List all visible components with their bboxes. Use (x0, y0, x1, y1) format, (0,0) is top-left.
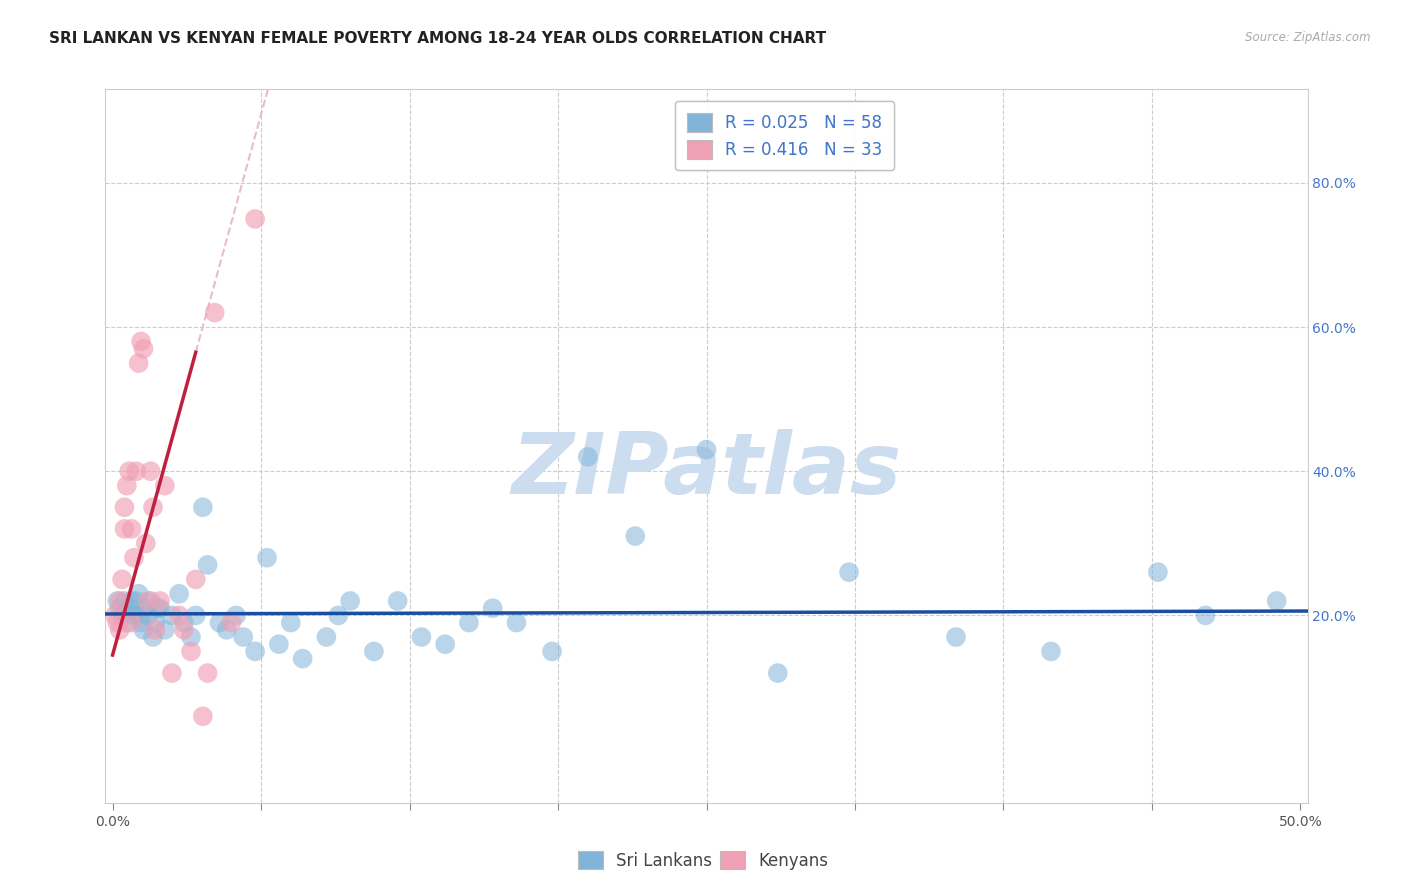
Point (256, 550, 278, 565)
Point (139, 594, 162, 608)
Point (197, 558, 219, 572)
Point (243, 211, 266, 226)
Point (108, 594, 131, 608)
Point (1147, 565, 1170, 579)
Point (387, 594, 409, 608)
Point (695, 442, 717, 457)
Text: ZIPatlas: ZIPatlas (512, 429, 901, 513)
Point (363, 644, 385, 658)
Point (125, 464, 148, 478)
Point (173, 615, 195, 630)
Point (576, 450, 599, 464)
Point (204, 306, 226, 320)
Point (114, 522, 136, 536)
Point (105, 594, 128, 608)
Point (215, 623, 238, 637)
Point (129, 615, 152, 630)
Point (128, 587, 150, 601)
Point (191, 500, 214, 515)
Point (143, 623, 166, 637)
Point (114, 500, 136, 515)
Point (458, 615, 481, 630)
Point (105, 615, 128, 630)
Point (104, 608, 127, 623)
Point (167, 587, 190, 601)
Point (121, 522, 143, 536)
Point (125, 608, 148, 623)
Point (434, 637, 457, 651)
Point (149, 594, 172, 608)
Point (838, 565, 860, 579)
Point (291, 651, 314, 665)
Point (328, 608, 350, 623)
Point (180, 644, 202, 658)
Point (945, 630, 967, 644)
Point (114, 594, 136, 608)
Point (315, 630, 337, 644)
Point (197, 666, 219, 681)
Point (225, 608, 247, 623)
Point (149, 601, 172, 615)
Point (111, 572, 134, 586)
Point (184, 608, 207, 623)
Text: SRI LANKAN VS KENYAN FEMALE POVERTY AMONG 18-24 YEAR OLDS CORRELATION CHART: SRI LANKAN VS KENYAN FEMALE POVERTY AMON… (49, 31, 827, 46)
Point (481, 601, 503, 615)
Point (191, 709, 214, 723)
Point (108, 623, 131, 637)
Point (160, 608, 183, 623)
Point (142, 630, 165, 644)
Point (136, 594, 159, 608)
Point (541, 644, 564, 658)
Text: Source: ZipAtlas.com: Source: ZipAtlas.com (1246, 31, 1371, 45)
Point (129, 334, 152, 349)
Point (167, 608, 190, 623)
Point (184, 572, 207, 586)
Point (132, 623, 155, 637)
Point (143, 615, 166, 630)
Point (180, 630, 202, 644)
Point (153, 623, 176, 637)
Point (280, 615, 302, 630)
Point (132, 342, 155, 356)
Point (766, 666, 789, 681)
Point (135, 536, 157, 550)
Point (128, 356, 150, 370)
Point (142, 500, 165, 515)
Legend: Sri Lankans, Kenyans: Sri Lankans, Kenyans (572, 847, 834, 875)
Point (411, 630, 433, 644)
Point (121, 615, 143, 630)
Point (121, 594, 143, 608)
Point (136, 608, 159, 623)
Point (505, 615, 527, 630)
Point (243, 644, 266, 658)
Point (135, 601, 157, 615)
Point (115, 615, 138, 630)
Point (118, 464, 141, 478)
Point (1265, 594, 1288, 608)
Point (1194, 608, 1216, 623)
Point (118, 601, 141, 615)
Legend: R = 0.025   N = 58, R = 0.416   N = 33: R = 0.025 N = 58, R = 0.416 N = 33 (675, 101, 894, 170)
Point (267, 637, 290, 651)
Point (1040, 644, 1063, 658)
Point (173, 623, 195, 637)
Point (139, 464, 162, 478)
Point (122, 608, 145, 623)
Point (624, 529, 647, 543)
Point (208, 615, 231, 630)
Point (221, 615, 243, 630)
Point (125, 594, 148, 608)
Point (153, 478, 176, 492)
Point (115, 478, 138, 492)
Point (232, 630, 254, 644)
Point (108, 601, 131, 615)
Point (160, 666, 183, 681)
Point (339, 594, 361, 608)
Point (122, 550, 145, 565)
Point (146, 601, 169, 615)
Point (111, 608, 134, 623)
